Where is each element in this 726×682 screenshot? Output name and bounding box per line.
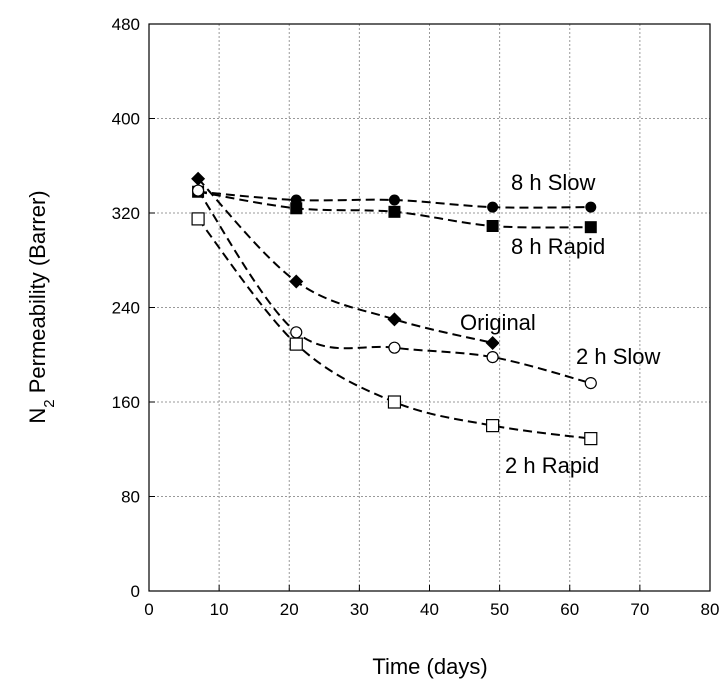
data-point <box>486 419 500 433</box>
x-tick-label: 80 <box>701 600 720 619</box>
series-label: 2 h Rapid <box>505 453 599 478</box>
data-point <box>486 219 499 232</box>
data-point <box>290 326 303 339</box>
y-tick-label: 480 <box>112 15 140 34</box>
series-label: 2 h Slow <box>576 344 660 369</box>
x-tick-label: 60 <box>560 600 579 619</box>
x-tick-label: 70 <box>630 600 649 619</box>
data-point <box>388 205 401 218</box>
data-point <box>584 377 597 390</box>
data-point <box>388 194 400 206</box>
data-point <box>289 274 304 289</box>
series-label: Original <box>460 310 536 335</box>
series-label: 8 h Slow <box>511 170 595 195</box>
y-axis-title-rest: Permeability (Barrer) <box>25 190 50 399</box>
x-tick-label: 50 <box>490 600 509 619</box>
data-point <box>388 341 401 354</box>
x-tick-label: 10 <box>210 600 229 619</box>
x-tick-label: 40 <box>420 600 439 619</box>
series-label: 8 h Rapid <box>511 234 605 259</box>
y-tick-label: 320 <box>112 204 140 223</box>
series-line <box>197 190 592 385</box>
y-axis-title-base: N <box>25 408 50 424</box>
data-point <box>487 201 499 213</box>
data-point <box>290 202 303 215</box>
series-line <box>197 178 493 344</box>
y-tick-label: 160 <box>112 393 140 412</box>
grid <box>149 24 710 591</box>
data-point <box>387 395 402 409</box>
data-point <box>584 221 597 234</box>
tick-labels: 0 10 20 30 40 50 60 70 80 0 80 160 240 320 400 480 <box>112 15 720 619</box>
y-tick-label: 0 <box>131 582 140 601</box>
data-point <box>485 335 500 350</box>
x-tick-label: 0 <box>144 600 153 619</box>
y-tick-label: 400 <box>112 110 140 129</box>
x-axis-title: Time (days) <box>372 654 487 679</box>
data-point <box>191 184 205 197</box>
series-labels: 8 h Slow 8 h Rapid Original 2 h Slow 2 h Rap… <box>460 170 660 478</box>
data-point <box>585 201 597 213</box>
x-tick-label: 30 <box>350 600 369 619</box>
data-point <box>191 212 205 226</box>
data-point <box>486 351 499 364</box>
y-tick-label: 80 <box>121 488 140 507</box>
x-tick-label: 20 <box>280 600 299 619</box>
series-markers <box>191 171 598 446</box>
data-point <box>289 337 303 351</box>
y-tick-label: 240 <box>112 299 140 318</box>
data-point <box>387 312 402 327</box>
data-point <box>584 432 598 446</box>
data-point <box>191 171 206 186</box>
y-axis-title: N2 Permeability (Barrer) <box>25 190 58 423</box>
y-axis-title-subscript: 2 <box>41 399 58 407</box>
